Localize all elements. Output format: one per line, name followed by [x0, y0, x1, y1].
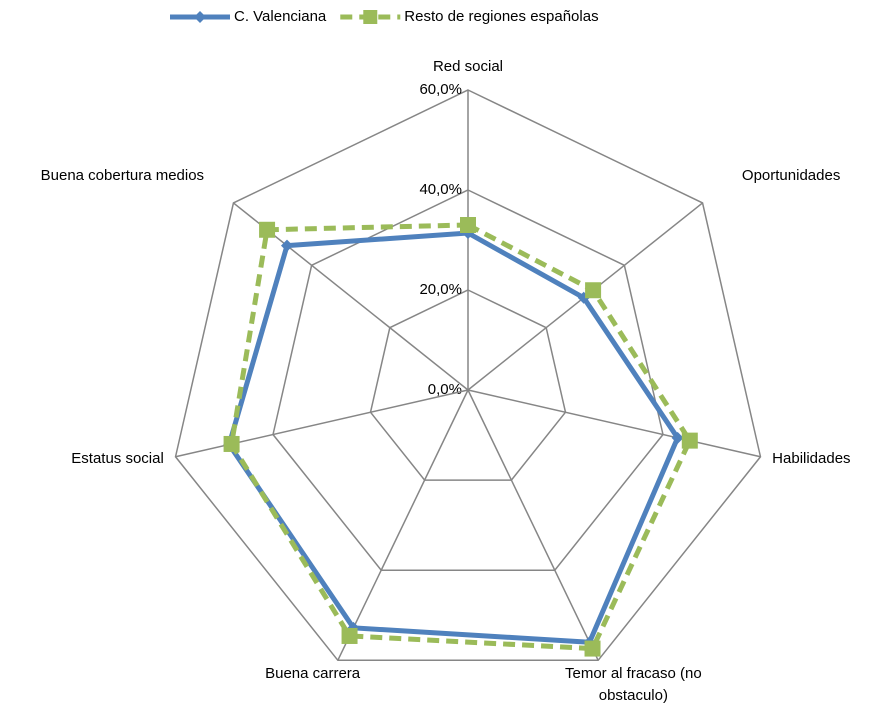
marker — [584, 640, 601, 657]
category-label: Habilidades — [772, 450, 851, 468]
legend-label: Resto de regiones españolas — [404, 8, 598, 25]
category-label: Buena cobertura medios — [40, 167, 205, 185]
r-tick-label: 20,0% — [419, 281, 462, 298]
marker — [681, 432, 698, 449]
grid-line — [174, 89, 762, 662]
category-label: Red social — [432, 58, 504, 75]
marker — [671, 431, 684, 444]
category-label: Buena carrera — [265, 665, 361, 683]
grid-line — [272, 189, 664, 571]
r-tick-label: 60,0% — [419, 81, 462, 98]
marker — [259, 221, 276, 238]
r-tick-label: 40,0% — [419, 181, 462, 198]
series-line — [228, 222, 693, 652]
spoke — [337, 389, 469, 661]
category-label: Estatus social — [71, 450, 164, 468]
marker — [585, 282, 602, 299]
legend-marker — [363, 10, 378, 24]
marker — [223, 435, 240, 452]
spoke — [175, 389, 469, 458]
legend-marker — [194, 11, 206, 23]
marker — [341, 627, 358, 644]
series-line — [226, 230, 681, 645]
legend-label: C. Valenciana — [234, 8, 327, 25]
category-label: Oportunidades — [741, 167, 841, 185]
category-label: Temor al fracaso (no obstaculo) — [564, 665, 702, 704]
marker — [281, 239, 294, 252]
marker — [460, 217, 476, 233]
spoke — [467, 389, 599, 661]
spoke — [467, 389, 761, 458]
grid-line — [369, 289, 567, 481]
